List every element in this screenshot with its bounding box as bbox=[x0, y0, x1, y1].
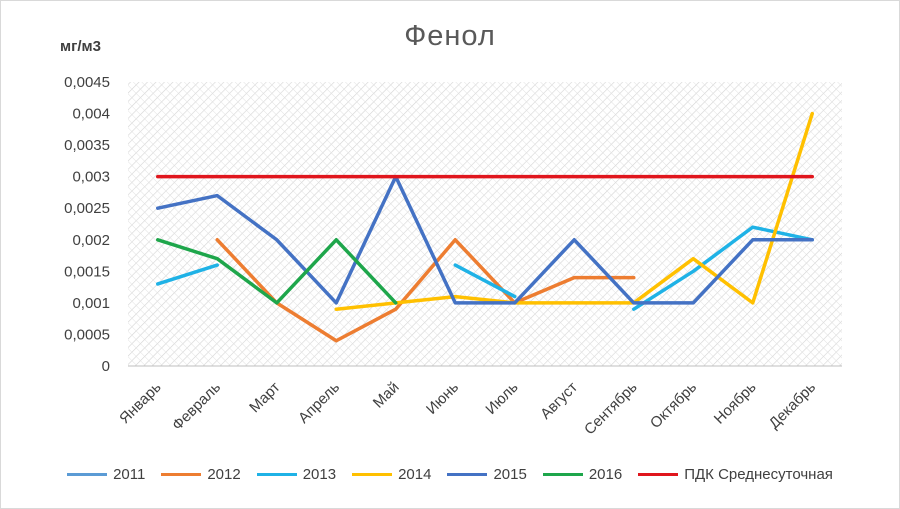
series-line bbox=[632, 225, 814, 311]
chart-title: Фенол bbox=[404, 20, 496, 52]
y-axis-unit-label: мг/м3 bbox=[60, 38, 101, 55]
legend-item: 2013 bbox=[256, 466, 337, 483]
series-2012 bbox=[215, 238, 636, 343]
legend-label: 2011 bbox=[113, 466, 146, 483]
legend-swatch bbox=[447, 473, 488, 476]
x-tick-label: Февраль bbox=[169, 379, 224, 434]
legend-item: ПДК Среднесуточная bbox=[638, 466, 833, 483]
legend-item: 2014 bbox=[352, 466, 431, 483]
y-tick-label: 0,0035 bbox=[64, 137, 110, 154]
legend-item: 2016 bbox=[542, 466, 623, 483]
x-tick-label: Ноябрь bbox=[711, 379, 760, 428]
series-2014 bbox=[334, 111, 814, 311]
series-2013 bbox=[156, 225, 814, 311]
x-tick-label: Октябрь bbox=[647, 379, 700, 432]
legend-item: 2012 bbox=[161, 466, 241, 483]
series-line bbox=[156, 174, 814, 305]
x-tick-label: Апрель bbox=[295, 379, 343, 427]
chart-legend: 2011 2012 2013 2014 2015 2016 ПДК Среднесуточн… bbox=[0, 466, 900, 483]
legend-swatch bbox=[67, 473, 108, 476]
y-tick-label: 0,0005 bbox=[64, 326, 110, 343]
x-tick-label: Август bbox=[537, 379, 581, 423]
legend-label: 2013 bbox=[302, 466, 337, 483]
x-tick-label: Май bbox=[370, 379, 403, 412]
series-line bbox=[156, 263, 219, 286]
legend-label: ПДК Среднесуточная bbox=[684, 466, 833, 483]
legend-swatch bbox=[352, 473, 393, 476]
legend-label: 2012 bbox=[207, 466, 241, 483]
legend-item: 2011 bbox=[67, 466, 145, 483]
plot-area-crosshatch bbox=[128, 82, 842, 366]
x-tick-label: Июль bbox=[482, 379, 521, 418]
series-line bbox=[215, 238, 636, 343]
y-tick-label: 0,0015 bbox=[64, 263, 110, 280]
y-tick-label: 0,002 bbox=[72, 232, 110, 249]
x-tick-label: Июнь bbox=[423, 379, 462, 418]
legend-item: 2015 bbox=[447, 466, 527, 483]
series-2016 bbox=[156, 238, 398, 305]
y-tick-label: 0 bbox=[102, 358, 110, 375]
series-line bbox=[334, 111, 814, 311]
x-tick-label: Март bbox=[246, 379, 283, 416]
y-tick-label: 0,0045 bbox=[64, 74, 110, 91]
series-line bbox=[156, 238, 398, 305]
legend-label: 2015 bbox=[493, 466, 527, 483]
legend-swatch bbox=[161, 473, 202, 476]
y-tick-label: 0,0025 bbox=[64, 200, 110, 217]
legend-swatch bbox=[638, 473, 679, 476]
y-tick-label: 0,003 bbox=[72, 169, 110, 186]
x-tick-label: Январь bbox=[116, 379, 165, 428]
x-tick-label: Сентябрь bbox=[581, 379, 641, 439]
legend-swatch bbox=[542, 473, 583, 476]
legend-swatch bbox=[256, 473, 297, 476]
legend-label: 2016 bbox=[588, 466, 623, 483]
series-2015 bbox=[156, 174, 814, 305]
y-tick-label: 0,004 bbox=[72, 106, 110, 123]
series-line bbox=[453, 263, 517, 299]
legend-label: 2014 bbox=[398, 466, 432, 483]
y-tick-label: 0,001 bbox=[72, 295, 110, 312]
x-tick-label: Декабрь bbox=[766, 379, 820, 433]
